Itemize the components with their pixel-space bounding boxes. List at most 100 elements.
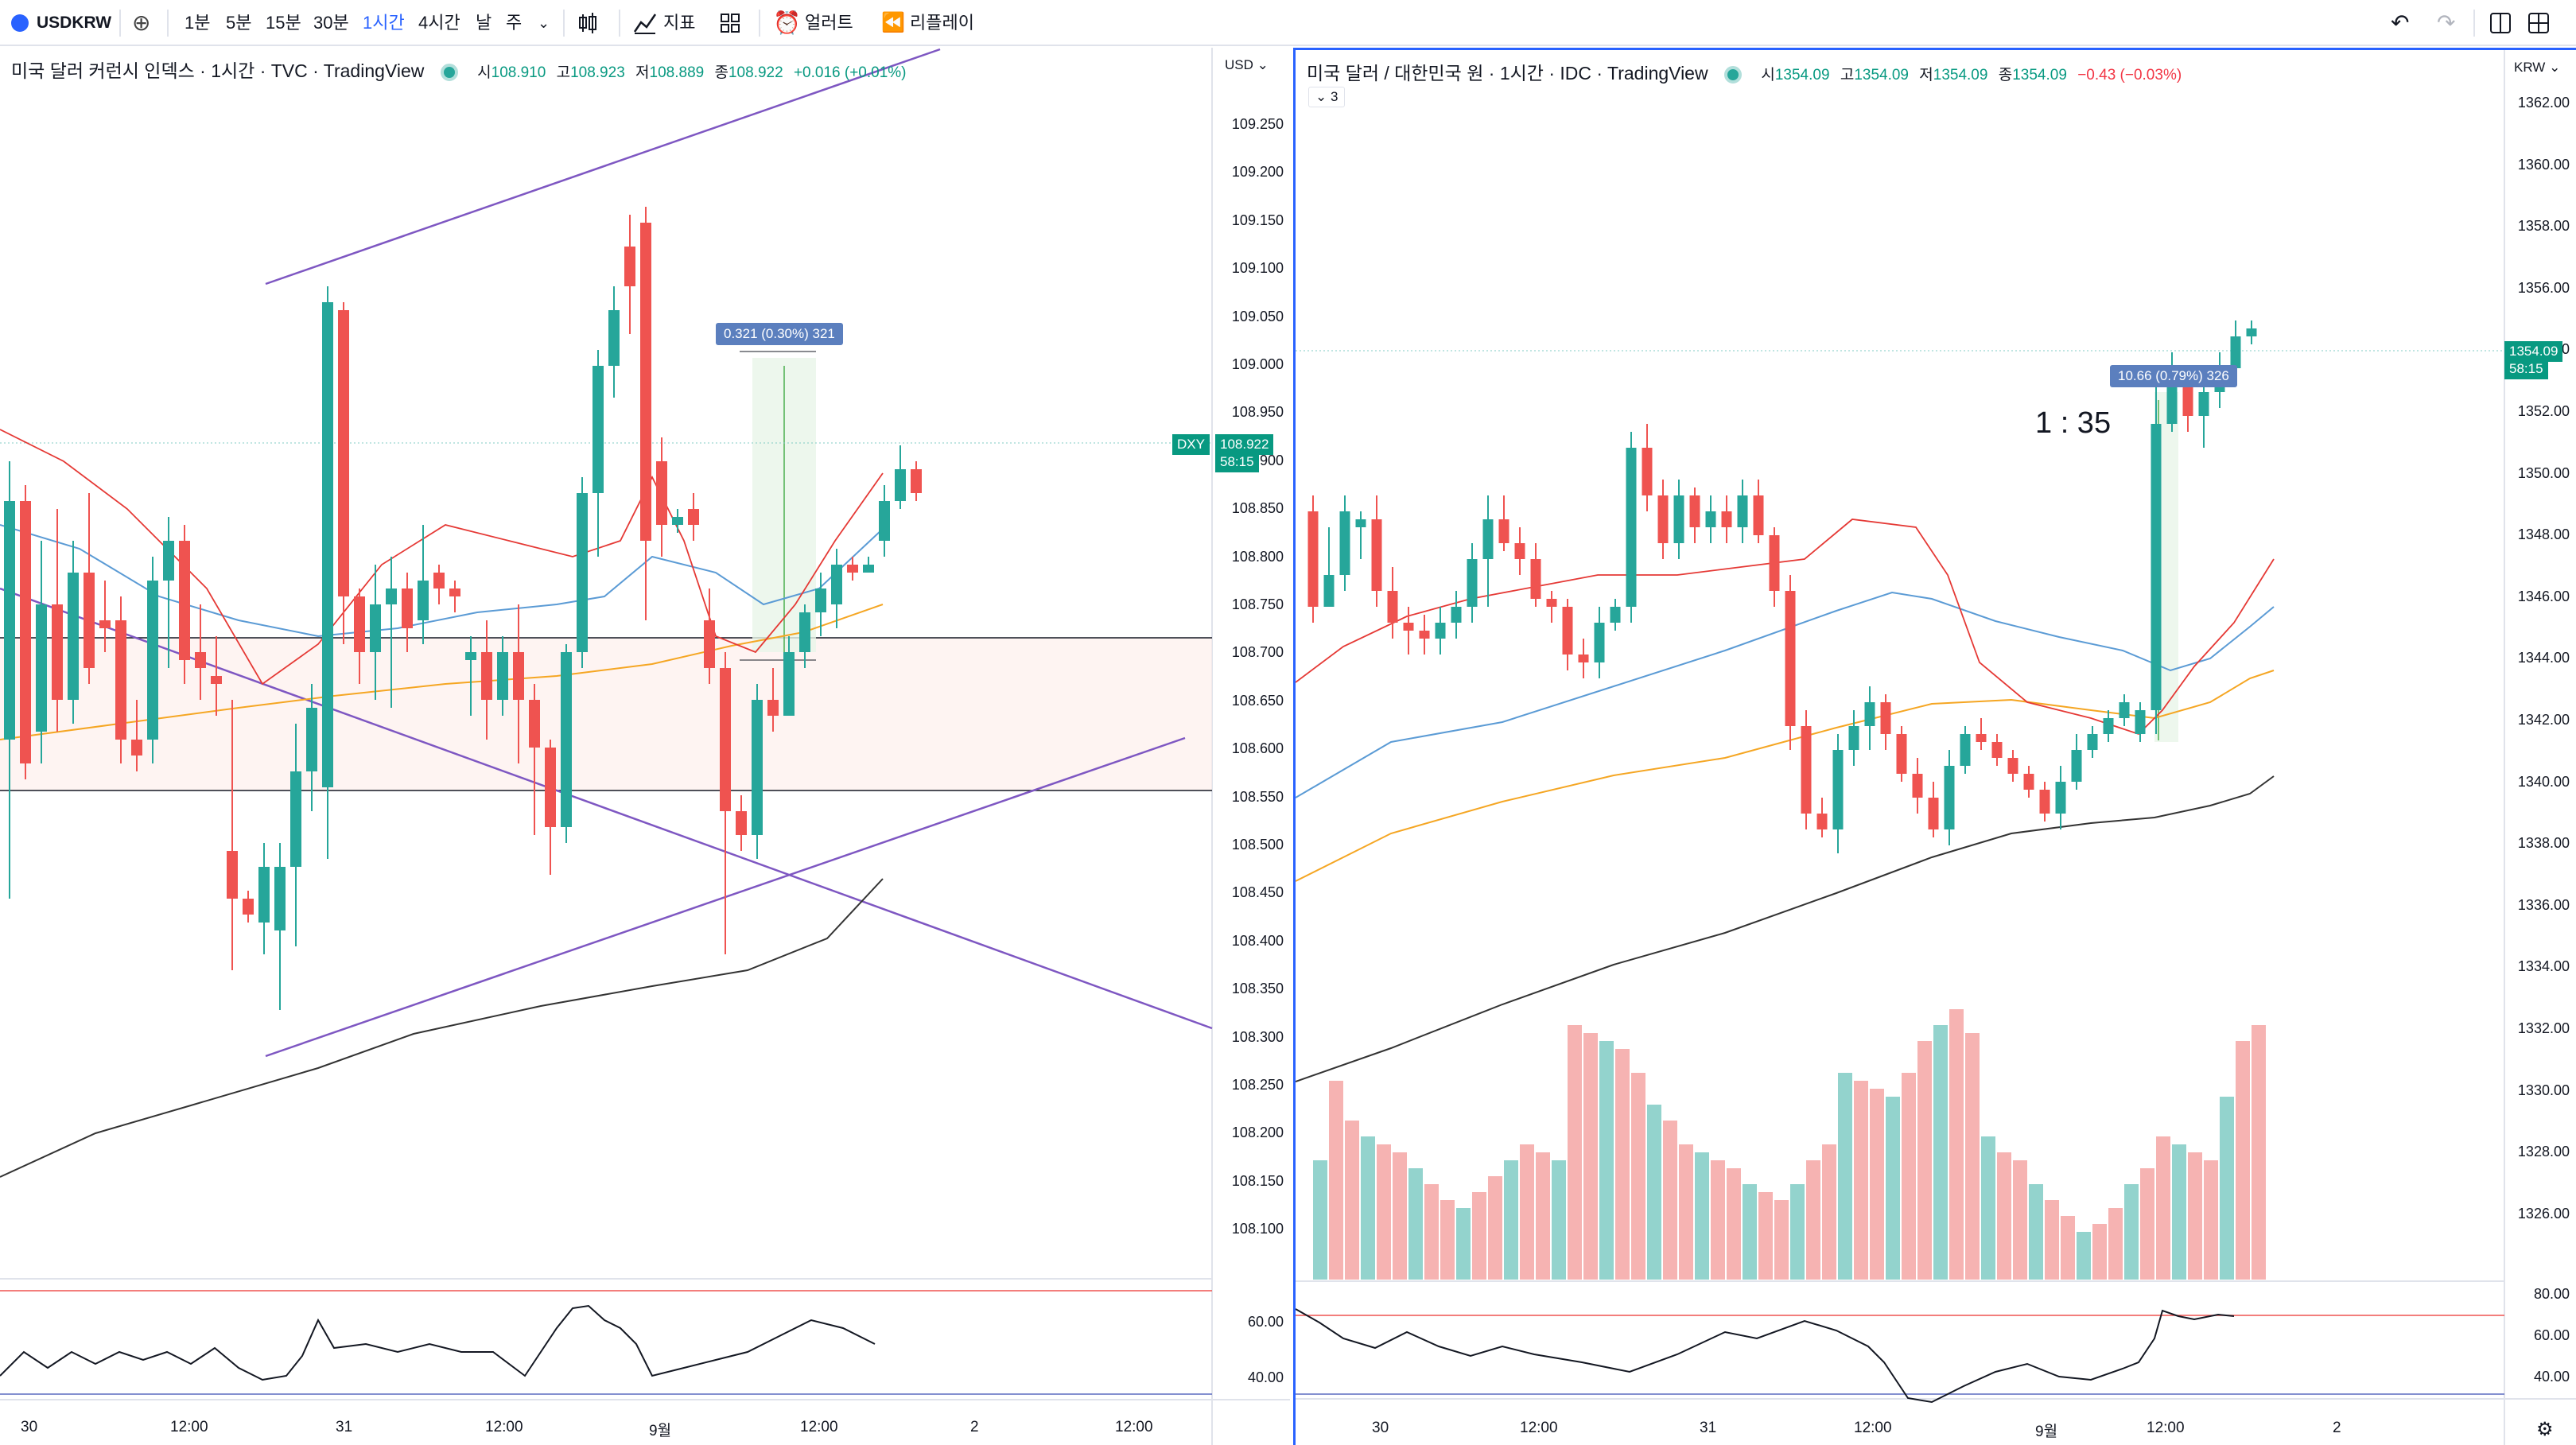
candle-body [20,501,31,763]
candle-body [1371,519,1382,591]
volume-bar [1790,1184,1805,1280]
usdkrw-title[interactable]: 미국 달러 / 대한민국 원 · 1시간 · IDC · TradingView [1307,63,1708,84]
dxy-candles [4,207,922,1010]
upper-trend-line[interactable] [265,48,941,286]
time-tick: 30 [21,1419,38,1435]
dxy-title[interactable]: 미국 달러 커런시 인덱스 · 1시간 · TVC · TradingView [11,60,425,81]
interval-week[interactable]: 주 [506,13,523,33]
candle-body [1689,495,1700,527]
alert-button[interactable]: 얼러트 [805,13,853,33]
volume-bar [2188,1152,2202,1280]
indicators-icon[interactable] [633,0,657,46]
replay-icon[interactable]: ⏪ [881,12,905,33]
candle-body [1737,495,1748,527]
volume-bar [2029,1184,2043,1280]
candle-body [36,604,47,732]
plus-circle-icon[interactable]: ⊕ [132,10,151,35]
left-chart-pane[interactable]: 미국 달러 커런시 인덱스 · 1시간 · TVC · TradingView … [0,48,1290,1445]
rsi-line [1296,1308,2235,1404]
redo-icon[interactable]: ↷ [2437,10,2456,35]
symbol-search-button[interactable]: USDKRW [37,14,112,32]
candles-icon[interactable] [577,0,598,46]
candle-body [1323,575,1335,607]
candle-body [2230,336,2241,368]
volume-bar [1536,1152,1550,1280]
candle-body [115,620,126,740]
volume-bar [1743,1184,1757,1280]
ratio-annotation[interactable]: 1 : 35 [2035,406,2112,440]
candle-body [274,867,286,930]
candle-body [1339,511,1350,575]
candle-body [1816,814,1828,829]
candle-body [1562,607,1573,655]
templates-icon[interactable] [719,0,741,46]
interval-day[interactable]: 날 [476,13,492,33]
currency-selector[interactable]: KRW ⌄ [2514,60,2561,75]
time-tick: 9월 [2035,1424,2058,1440]
volume-bar [1933,1025,1948,1280]
volume-bar [1870,1089,1884,1280]
candle-body [1832,750,1844,829]
candle-body [227,851,238,899]
volume-bar [2140,1168,2154,1280]
candle-body [704,620,715,668]
toolbar-divider [2473,10,2475,37]
interval-5m[interactable]: 5분 [226,13,252,33]
chevron-down-icon[interactable]: ⌄ [538,15,550,31]
indicator-count-toggle[interactable]: ⌄ 3 [1308,87,1346,107]
candle-body [211,676,222,684]
undo-icon[interactable]: ↶ [2391,10,2410,35]
candle-body [608,310,620,366]
interval-1h[interactable]: 1시간 [363,13,405,33]
price-tick: 1342.00 [2517,712,2570,728]
currency-selector[interactable]: USD ⌄ [1225,57,1269,72]
price-tick: 1334.00 [2517,958,2570,975]
candle-body [131,740,142,756]
ma-9-line [1296,519,2275,736]
alert-clock-icon[interactable]: ⏰ [773,10,801,35]
price-tick: 1326.00 [2517,1205,2570,1222]
interval-15m[interactable]: 15분 [266,13,301,33]
measure-label: 0.321 (0.30%) 321 [716,323,843,345]
dxy-chart-canvas[interactable] [0,48,1290,1445]
candle-body [720,668,731,811]
last-price-tag: 108.922 [1215,434,1274,455]
time-tick: 31 [1700,1420,1717,1436]
layout-icon[interactable] [2489,0,2512,46]
candle-body [1403,623,1414,631]
volume-bar [1583,1033,1598,1280]
volume-bar [1631,1073,1645,1280]
usdkrw-ohlc: 시1354.09 고1354.09 저1354.09 종1354.09 [1761,67,2067,84]
candle-body [4,501,15,740]
candle-body [386,588,397,604]
price-tick: 1346.00 [2517,588,2570,604]
candle-body [1753,495,1764,535]
interval-30m[interactable]: 30분 [313,13,349,33]
market-status-icon [440,63,458,81]
price-tick: 1356.00 [2517,279,2570,296]
time-tick: 12:00 [170,1419,208,1435]
volume-bar [2013,1160,2027,1280]
layout-grid-icon[interactable] [2527,0,2550,46]
volume-bar [1838,1073,1852,1280]
interval-1m[interactable]: 1분 [185,13,211,33]
candle-body [799,612,810,652]
candle-body [370,604,381,652]
indicators-button[interactable]: 지표 [663,13,696,33]
volume-bar [1806,1160,1820,1280]
candle-body [99,620,111,628]
candle-body [68,573,79,700]
settings-gear-icon[interactable]: ⚙ [2536,1419,2554,1440]
time-tick: 12:00 [1520,1420,1558,1436]
volume-bar [1520,1144,1534,1280]
right-chart-pane[interactable]: 미국 달러 / 대한민국 원 · 1시간 · IDC · TradingView… [1293,48,2576,1445]
price-tick: 1330.00 [2517,1082,2570,1098]
usdkrw-chart-canvas[interactable] [1296,50,2576,1445]
volume-bar [1345,1121,1359,1280]
interval-4h[interactable]: 4시간 [418,13,460,33]
price-tick: 108.350 [1231,981,1284,997]
volume-bar [1393,1152,1407,1280]
replay-button[interactable]: 리플레이 [910,13,974,33]
volume-bar [1663,1121,1677,1280]
candle-body [2103,718,2114,734]
